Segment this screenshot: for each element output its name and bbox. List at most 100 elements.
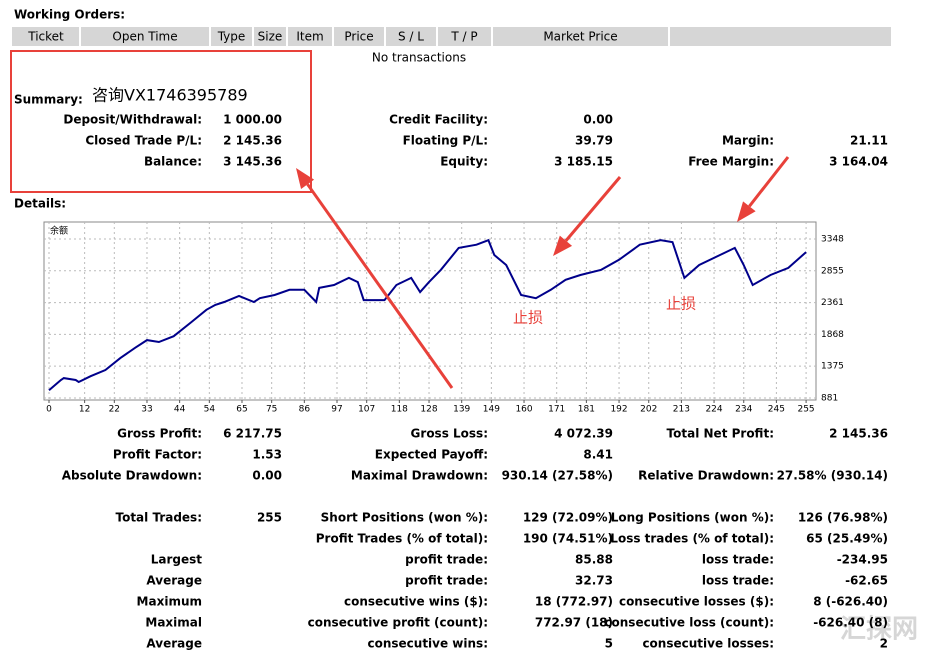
field-value: 5 — [605, 637, 613, 651]
x-tick-label: 255 — [797, 405, 814, 415]
field-value: 126 (76.98%) — [798, 511, 888, 525]
x-tick-label: 12 — [79, 405, 90, 415]
chart-label: 余额 — [50, 225, 68, 237]
field-label: Profit Trades (% of total): — [316, 532, 488, 546]
field-value: 39.79 — [575, 134, 613, 148]
empty-note: No transactions — [372, 51, 466, 65]
field-value: 2 — [880, 637, 888, 651]
field-label: Maximal — [145, 616, 202, 630]
column-header: Item — [296, 30, 323, 44]
field-value: 0.00 — [583, 113, 613, 127]
field-label: loss trade: — [702, 574, 774, 588]
field-value: 85.88 — [575, 553, 613, 567]
field-label: Equity: — [440, 155, 488, 169]
x-tick-label: 128 — [420, 405, 437, 415]
field-value: 1 000.00 — [223, 113, 282, 127]
field-label: Average — [146, 637, 202, 651]
field-value: 3 185.15 — [554, 155, 613, 169]
field-label: Largest — [151, 553, 203, 567]
field-label: Loss trades (% of total): — [610, 532, 774, 546]
field-label: Profit Factor: — [113, 448, 202, 462]
field-label: Credit Facility: — [389, 113, 488, 127]
column-header: Market Price — [543, 30, 617, 44]
header-row — [12, 27, 891, 46]
overlay-note: 咨询VX1746395789 — [92, 86, 248, 105]
field-label: consecutive profit (count): — [308, 616, 488, 630]
field-label: consecutive loss (count): — [604, 616, 774, 630]
arrow-head — [737, 201, 756, 222]
field-value: 3 164.04 — [829, 155, 888, 169]
x-tick-label: 213 — [673, 405, 690, 415]
x-tick-label: 245 — [768, 405, 785, 415]
field-value: 1.53 — [252, 448, 282, 462]
x-tick-label: 181 — [578, 405, 595, 415]
field-value: 21.11 — [850, 134, 888, 148]
arrow-head — [553, 235, 573, 256]
x-tick-label: 97 — [331, 405, 342, 415]
field-value: 129 (72.09%) — [523, 511, 613, 525]
field-label: Expected Payoff: — [375, 448, 488, 462]
field-label: Balance: — [144, 155, 202, 169]
field-label: Total Net Profit: — [667, 427, 774, 441]
field-label: consecutive losses ($): — [619, 595, 774, 609]
field-label: profit trade: — [405, 553, 488, 567]
field-label: Deposit/Withdrawal: — [63, 113, 202, 127]
column-header: Size — [258, 30, 283, 44]
field-label: loss trade: — [702, 553, 774, 567]
column-header: Price — [344, 30, 373, 44]
y-tick-label: 3348 — [821, 235, 844, 245]
field-value: 32.73 — [575, 574, 613, 588]
field-value: 27.58% (930.14) — [777, 469, 888, 483]
field-value: 8.41 — [583, 448, 613, 462]
x-tick-label: 160 — [515, 405, 532, 415]
field-value: 65 (25.49%) — [806, 532, 888, 546]
field-value: 2 145.36 — [829, 427, 888, 441]
field-label: consecutive wins: — [367, 637, 488, 651]
field-value: 3 145.36 — [223, 155, 282, 169]
annotation: 止损 — [513, 309, 543, 327]
arrow — [564, 176, 622, 242]
field-value: 2 145.36 — [223, 134, 282, 148]
chart-frame — [43, 221, 817, 401]
x-tick-label: 86 — [299, 405, 311, 415]
highlight-box — [10, 50, 312, 193]
column-header: T / P — [450, 30, 477, 44]
field-label: Gross Loss: — [411, 427, 488, 441]
field-value: 6 217.75 — [223, 427, 282, 441]
field-value: 190 (74.51%) — [523, 532, 613, 546]
field-value: 930.14 (27.58%) — [502, 469, 613, 483]
watermark: 汇探网 — [840, 615, 918, 645]
x-tick-label: 33 — [141, 405, 152, 415]
section-title: Details: — [14, 197, 66, 211]
field-value: -62.65 — [845, 574, 888, 588]
field-label: Long Positions (won %): — [611, 511, 774, 525]
field-label: Short Positions (won %): — [321, 511, 488, 525]
column-header: Ticket — [27, 30, 64, 44]
y-tick-label: 2855 — [821, 266, 844, 276]
x-tick-label: 107 — [358, 405, 375, 415]
x-tick-label: 44 — [174, 405, 186, 415]
field-value: 4 072.39 — [554, 427, 613, 441]
balance-line — [48, 238, 807, 392]
field-value: -626.40 (8) — [813, 616, 888, 630]
column-header: Open Time — [112, 30, 177, 44]
y-tick-label: 2361 — [821, 298, 844, 308]
field-label: Closed Trade P/L: — [85, 134, 202, 148]
field-label: Relative Drawdown: — [638, 469, 774, 483]
field-label: Gross Profit: — [117, 427, 202, 441]
field-value: 8 (-626.40) — [813, 595, 888, 609]
y-tick-label: 1868 — [821, 330, 844, 340]
x-tick-label: 65 — [236, 405, 247, 415]
y-tick-label: 1375 — [821, 362, 844, 372]
field-label: Free Margin: — [688, 155, 774, 169]
arrow — [748, 156, 790, 208]
field-value: -234.95 — [837, 553, 888, 567]
x-tick-label: 118 — [391, 405, 408, 415]
x-tick-label: 234 — [735, 405, 752, 415]
y-tick-label: 881 — [821, 394, 838, 404]
field-label: consecutive wins ($): — [344, 595, 488, 609]
field-value: 0.00 — [252, 469, 282, 483]
field-label: Margin: — [722, 134, 774, 148]
x-tick-label: 149 — [483, 405, 500, 415]
